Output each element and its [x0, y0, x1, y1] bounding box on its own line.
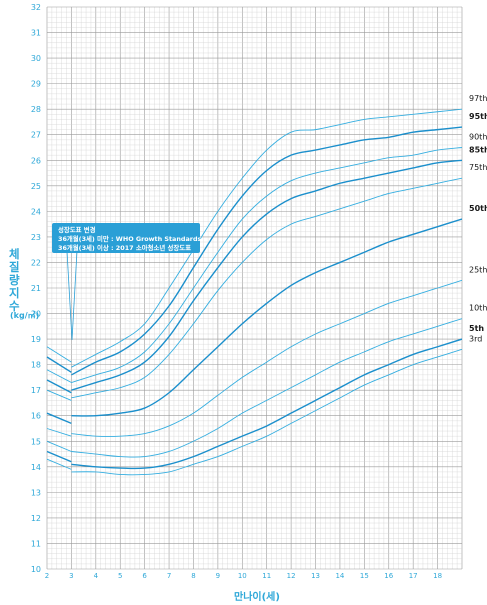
series-line-under3-85th: [46, 379, 72, 394]
y-tick-label: 18: [31, 361, 41, 370]
series-label-3rd: 3rd: [469, 334, 482, 343]
series-label-75th: 75th: [469, 163, 487, 172]
series-line-under3-10th: [46, 440, 72, 452]
series-line-under3-90th: [46, 369, 72, 383]
series-label-5th: 5th: [469, 324, 484, 333]
series-line-85th: [71, 159, 462, 391]
x-tick-label: 6: [142, 572, 147, 580]
series-line-90th: [71, 147, 462, 383]
series-line-under3-25th: [46, 428, 72, 437]
y-tick-label: 30: [31, 54, 41, 63]
series-line-under3-97th: [46, 346, 72, 363]
y-tick-label: 24: [31, 207, 41, 216]
x-tick-labels: 2 3 4 5 6 7 8 9 10 11 12 13 14 15 16 17 18: [45, 572, 442, 580]
series-label-50th: 50th: [469, 204, 487, 213]
series-label-85th: 85th: [469, 145, 487, 154]
chart-grid: [46, 6, 463, 570]
annotation-box: 성장도표 변경 36개월(3세) 미만 : WHO Growth Standar…: [52, 223, 202, 341]
series-line-under3-50th: [46, 412, 72, 425]
series-label-10th: 10th: [469, 304, 487, 313]
series-line-under3-75th: [46, 389, 72, 401]
series-label-97th: 97th: [469, 94, 487, 103]
y-tick-label: 28: [31, 105, 41, 114]
x-tick-label: 17: [409, 572, 418, 580]
annotation-pointer: [66, 250, 78, 341]
x-tick-label: 18: [433, 572, 442, 580]
y-tick-label: 17: [31, 386, 41, 395]
series-line-25th: [71, 279, 462, 437]
series-line-3rd: [71, 348, 462, 476]
x-tick-label: 5: [118, 572, 122, 580]
y-tick-label: 19: [31, 335, 41, 344]
series-line-50th: [71, 218, 462, 417]
x-tick-label: 13: [311, 572, 320, 580]
x-tick-label: 16: [384, 572, 393, 580]
y-tick-label: 32: [31, 3, 41, 12]
x-tick-label: 14: [335, 572, 344, 580]
x-axis-label: 만나이(세): [234, 590, 280, 603]
series-line-97th: [71, 108, 462, 368]
annotation-title: 성장도표 변경: [58, 225, 96, 234]
y-tick-label: 25: [31, 182, 41, 191]
x-tick-label: 12: [287, 572, 296, 580]
y-tick-labels: 10 11 12 13 14 15 16 17 18 19 20 21 22 23 24 25 26 27 28 29…: [31, 3, 41, 574]
x-tick-label: 11: [262, 572, 271, 580]
annotation-background: [52, 223, 200, 253]
y-tick-label: 29: [31, 80, 41, 89]
annotation-line2: 36개월(3세) 이상 : 2017 소아청소년 성장도표: [58, 243, 191, 252]
series-label-25th: 25th: [469, 265, 487, 274]
series-line-under3-3rd: [46, 458, 72, 470]
series-line-75th: [71, 177, 462, 399]
series-line-95th: [71, 126, 462, 376]
series-line-5th: [71, 338, 462, 470]
y-tick-label: 23: [31, 233, 41, 242]
series-label-95th: 95th: [469, 112, 487, 121]
x-tick-label: 15: [360, 572, 369, 580]
y-tick-label: 31: [31, 29, 41, 38]
y-tick-label: 21: [31, 284, 41, 293]
y-tick-label: 14: [31, 463, 41, 472]
y-tick-label: 13: [31, 488, 41, 497]
x-tick-label: 4: [94, 572, 99, 580]
y-axis-unit: (kg/㎡): [10, 310, 39, 320]
annotation-line1: 36개월(3세) 미만 : WHO Growth Standards: [58, 234, 202, 243]
series-line-10th: [71, 318, 462, 458]
x-tick-label: 10: [238, 572, 247, 580]
y-tick-label: 11: [31, 539, 41, 548]
series-line-under3-95th: [46, 356, 72, 373]
percentile-lines: [46, 108, 462, 476]
y-tick-label: 20: [31, 310, 41, 319]
y-tick-label: 16: [31, 412, 41, 421]
x-tick-label: 3: [69, 572, 73, 580]
x-tick-label: 8: [191, 572, 195, 580]
series-line-under3-5th: [46, 450, 72, 463]
y-tick-label: 26: [31, 156, 41, 165]
x-tick-label: 2: [45, 572, 49, 580]
y-tick-label: 27: [31, 131, 41, 140]
y-tick-label: 12: [31, 514, 41, 523]
y-tick-label: 22: [31, 258, 41, 267]
y-tick-label: 10: [31, 565, 41, 574]
x-tick-label: 9: [216, 572, 220, 580]
y-tick-label: 15: [31, 437, 41, 446]
x-tick-label: 7: [167, 572, 171, 580]
series-label-90th: 90th: [469, 133, 487, 142]
